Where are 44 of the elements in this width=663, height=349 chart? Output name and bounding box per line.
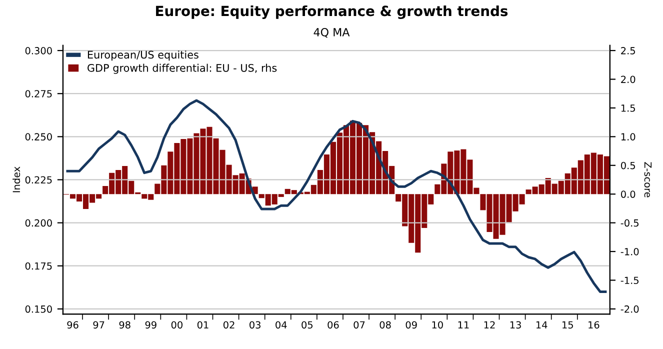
y2-tick-label: 0.5 [621, 162, 635, 170]
x-tick-label: 15 [562, 321, 573, 329]
y-tick-label: 0.150 [25, 305, 52, 313]
y-tick-label: 0.175 [25, 262, 52, 270]
x-tick-label: 02 [223, 321, 234, 329]
y2-axis-title: Z-score [644, 162, 652, 198]
legend-label: European/US equities [88, 50, 198, 61]
legend-label: GDP growth differential: EU - US, rhs [88, 64, 277, 74]
y-tick-label: 0.200 [25, 219, 52, 227]
y2-tick-label: 2.5 [621, 47, 635, 54]
y-tick-label: 0.275 [25, 90, 52, 98]
y2-tick-label: 1.0 [621, 133, 636, 140]
x-tick-label: 97 [93, 321, 104, 329]
y-tick-label: 0.225 [25, 176, 52, 184]
y2-tick-label: -1.5 [620, 276, 638, 284]
x-tick-label: 98 [119, 321, 130, 329]
y2-tick-label: -1.0 [620, 248, 639, 256]
x-tick-label: 06 [328, 321, 339, 329]
x-tick-label: 99 [145, 321, 156, 329]
x-tick-label: 09 [406, 321, 417, 329]
y2-tick-label: -0.5 [620, 219, 638, 227]
chart-subtitle: 4Q MA [314, 28, 350, 38]
x-tick-label: 10 [432, 321, 443, 329]
x-tick-label: 01 [197, 321, 208, 329]
x-tick-label: 96 [67, 321, 78, 329]
y2-tick-label: -2.0 [620, 305, 639, 313]
x-tick-label: 16 [588, 321, 600, 329]
y2-tick-label: 0.0 [621, 190, 636, 198]
x-tick-label: 00 [171, 321, 182, 329]
y2-tick-label: 2.0 [621, 76, 636, 84]
x-tick-label: 07 [354, 321, 365, 329]
x-tick-label: 12 [484, 321, 495, 328]
y2-tick-label: 1.5 [621, 104, 635, 112]
x-tick-label: 08 [380, 321, 391, 329]
y-axis-title: Index [12, 166, 20, 192]
y-tick-label: 0.300 [25, 47, 52, 54]
x-tick-label: 03 [250, 321, 260, 329]
x-tick-label: 05 [302, 321, 313, 329]
x-tick-label: 14 [536, 321, 548, 328]
chart-title: Europe: Equity performance & growth trends [156, 5, 508, 19]
x-tick-label: 13 [510, 321, 521, 329]
x-tick-label: 04 [276, 321, 287, 329]
x-tick-label: 11 [458, 321, 469, 328]
y-tick-label: 0.250 [25, 133, 52, 140]
